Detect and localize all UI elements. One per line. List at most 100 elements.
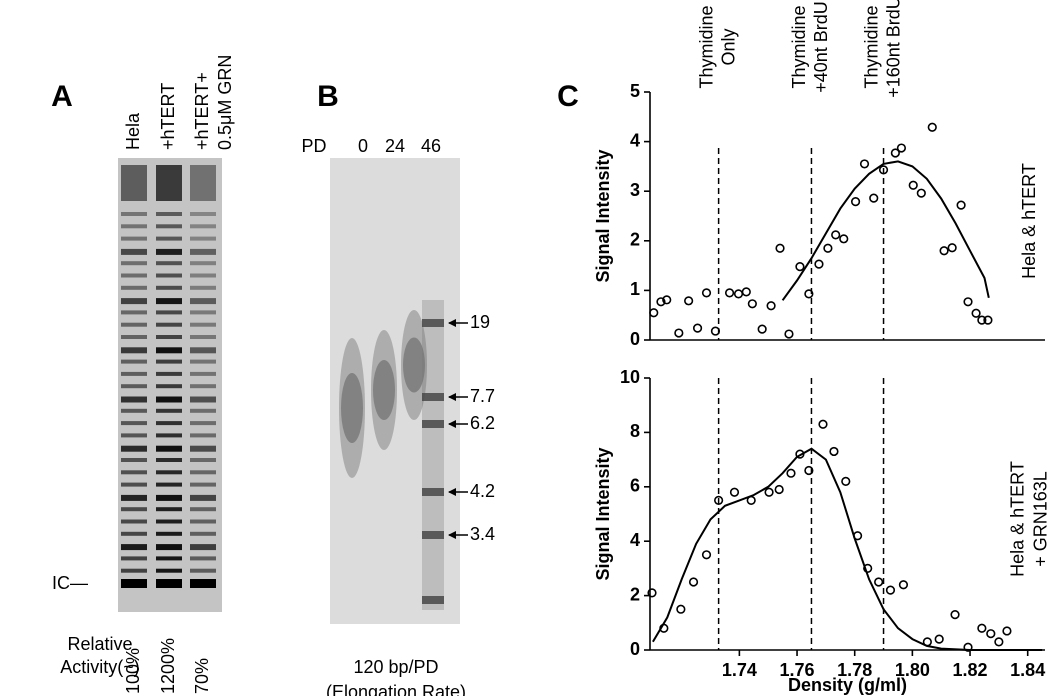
- gel-band: [156, 212, 182, 216]
- ladder-band: [422, 596, 444, 604]
- gel-smear: [403, 337, 425, 393]
- marker-label: 19: [470, 312, 490, 332]
- side-label: + GRN163L: [1030, 471, 1050, 567]
- gel-smear: [341, 373, 363, 443]
- gel-band: [190, 236, 216, 241]
- data-point: [757, 324, 767, 334]
- gel-band: [121, 579, 147, 588]
- gel-band: [190, 212, 216, 216]
- data-point: [896, 143, 907, 153]
- gel-band: [156, 236, 182, 241]
- gel-band: [190, 248, 216, 255]
- ladder-band: [422, 531, 444, 539]
- lane-label: Hela: [123, 112, 143, 150]
- y-axis-label: Signal Intensity: [593, 447, 613, 580]
- gel-band: [121, 335, 147, 339]
- y-tick-label: 0: [630, 639, 640, 659]
- gel-smear: [373, 360, 395, 420]
- gel-band: [156, 310, 182, 315]
- data-point: [656, 297, 666, 307]
- gel-band: [190, 273, 216, 278]
- gel-band: [156, 482, 182, 487]
- rate-label: (Elongation Rate): [326, 682, 466, 696]
- reference-label: Thymidine: [861, 5, 881, 88]
- data-point: [971, 308, 981, 318]
- data-point: [662, 295, 672, 305]
- marker-arrowhead: [448, 420, 456, 428]
- ladder-lane: [422, 300, 444, 610]
- data-point: [814, 259, 824, 269]
- gel-band: [121, 310, 147, 315]
- gel-band: [156, 298, 182, 305]
- data-point: [994, 637, 1004, 647]
- data-point: [741, 287, 751, 297]
- gel-band: [121, 433, 147, 438]
- gel-band: [190, 396, 216, 403]
- marker-arrowhead: [448, 393, 456, 401]
- data-point: [983, 315, 993, 325]
- data-point: [963, 297, 973, 307]
- data-point: [729, 487, 740, 497]
- fit-curve: [781, 160, 990, 301]
- gel-band: [156, 556, 182, 561]
- data-point: [766, 301, 776, 311]
- data-point: [684, 296, 694, 306]
- y-tick-label: 4: [630, 130, 640, 150]
- gel-band: [190, 224, 216, 229]
- data-point: [692, 323, 703, 333]
- gel-band: [156, 285, 182, 290]
- reference-label: +40nt BrdU: [811, 1, 831, 93]
- ladder-band: [422, 319, 444, 327]
- gel-band: [121, 322, 147, 327]
- data-point: [831, 230, 841, 240]
- gel-band: [190, 568, 216, 573]
- ladder-band: [422, 393, 444, 401]
- data-point: [818, 419, 828, 429]
- gel-band: [156, 494, 182, 501]
- x-tick-label: 1.76: [780, 660, 815, 680]
- data-point: [934, 634, 944, 644]
- data-point: [714, 495, 724, 506]
- lane-label: 24: [385, 136, 405, 156]
- data-point: [939, 246, 949, 256]
- data-point: [647, 588, 657, 598]
- gel-band: [156, 568, 182, 573]
- gel-band: [156, 470, 182, 475]
- gel-band: [156, 248, 182, 255]
- gel-band: [121, 421, 147, 426]
- gel-band: [121, 261, 147, 266]
- activity-value: 70%: [192, 658, 212, 694]
- gel-band: [190, 494, 216, 501]
- x-tick-label: 1.82: [953, 660, 988, 680]
- gel-band: [190, 335, 216, 339]
- data-point: [885, 585, 896, 595]
- gel-band: [121, 371, 147, 376]
- gel-band: [190, 359, 216, 364]
- gel-band: [121, 248, 147, 255]
- gel-band: [190, 371, 216, 376]
- data-point: [710, 326, 721, 336]
- data-point: [878, 165, 889, 175]
- gel-band: [190, 310, 216, 315]
- x-tick-label: 1.80: [895, 660, 930, 680]
- data-point: [850, 197, 861, 207]
- gel-band: [121, 507, 147, 512]
- gel-band: [121, 482, 147, 487]
- ladder-band: [422, 420, 444, 428]
- side-label: Hela & hTERT: [1019, 163, 1039, 279]
- gel-band: [156, 273, 182, 278]
- data-point: [701, 288, 712, 298]
- reference-label: +160nt BrdU: [883, 0, 903, 98]
- gel-smear: [121, 165, 147, 201]
- gel-band: [190, 421, 216, 426]
- data-point: [977, 315, 987, 325]
- gel-band: [156, 445, 182, 452]
- data-point: [927, 122, 937, 132]
- gel-band: [121, 298, 147, 305]
- gel-band: [156, 579, 182, 588]
- x-tick-label: 1.84: [1010, 660, 1045, 680]
- y-tick-label: 3: [630, 180, 640, 200]
- gel-band: [121, 212, 147, 216]
- gel-band: [121, 236, 147, 241]
